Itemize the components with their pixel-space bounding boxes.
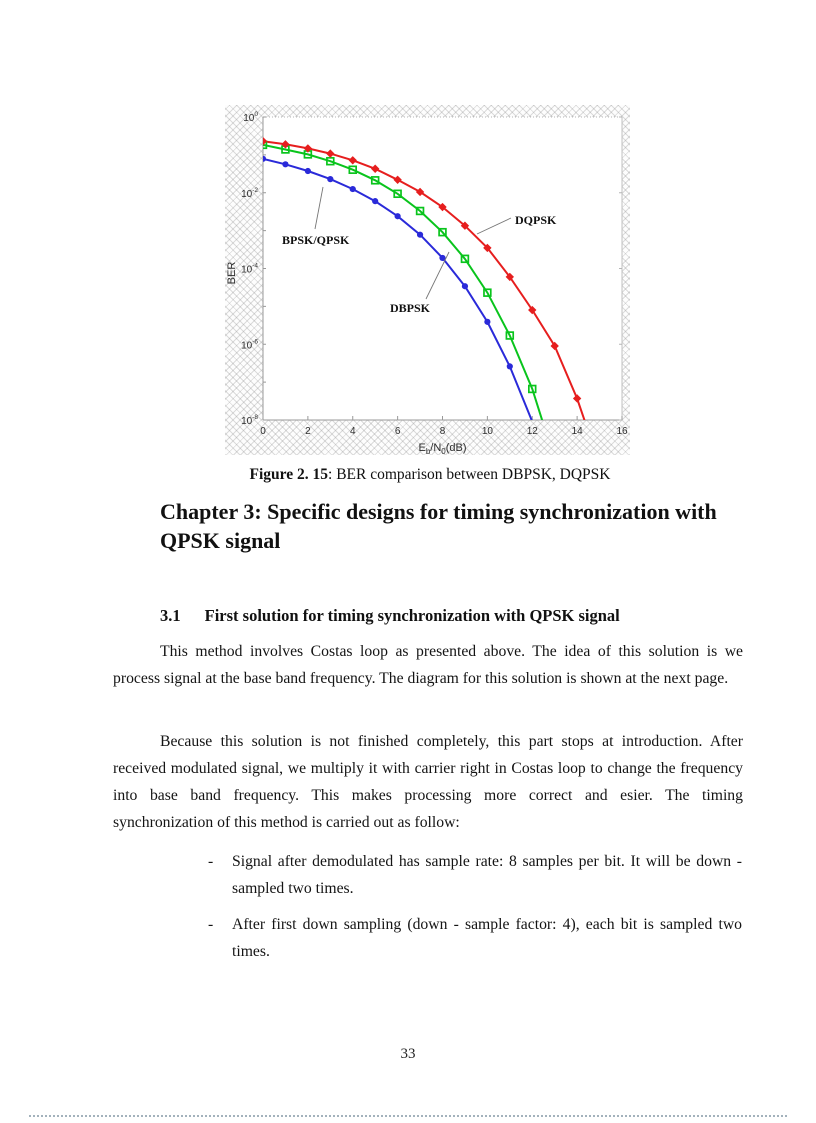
svg-text:10-2: 10-2	[241, 187, 258, 200]
figure-caption: Figure 2. 15: BER comparison between DBP…	[185, 466, 675, 484]
svg-text:4: 4	[350, 426, 356, 437]
series-markers-bpsk-qpsk	[263, 155, 513, 370]
y-ticks: 100 10-2 10-4 10-6 10-8	[241, 111, 622, 427]
annotation-leader-line	[314, 186, 324, 230]
svg-text:16: 16	[616, 426, 628, 437]
svg-text:100: 100	[243, 111, 258, 124]
svg-text:2: 2	[305, 426, 311, 437]
svg-text:12: 12	[527, 426, 539, 437]
svg-text:10: 10	[482, 426, 494, 437]
svg-text:10-6: 10-6	[241, 338, 258, 351]
svg-text:0: 0	[260, 426, 266, 437]
x-axis-label: Eb/N0(dB)	[418, 442, 466, 455]
section-number: 3.1	[160, 606, 181, 625]
svg-text:14: 14	[572, 426, 584, 437]
svg-text:6: 6	[395, 426, 401, 437]
paragraph-2: Because this solution is not finished co…	[113, 733, 743, 831]
list-item: - After first down sampling (down - samp…	[208, 911, 742, 965]
ber-chart-svg: 0 2 4 6 8 10 12 14 16 100 10-2 10-4 10-6 10-8 BER Eb/N0…	[226, 111, 628, 455]
annotation-dqpsk: DQPSK	[515, 213, 557, 227]
y-axis-label: BER	[226, 262, 238, 285]
bullet-dash: -	[208, 853, 214, 870]
ber-chart: 0 2 4 6 8 10 12 14 16 100 10-2 10-4 10-6 10-8 BER Eb/N0…	[225, 105, 630, 455]
bullet-dash: -	[208, 916, 214, 933]
page-number: 33	[400, 1046, 416, 1062]
svg-text:10-8: 10-8	[241, 414, 258, 427]
series-line-dqpsk	[263, 140, 586, 420]
plot-area	[263, 117, 622, 420]
chapter-heading: Chapter 3: Specific designs for timing s…	[160, 499, 717, 553]
series-markers-dqpsk	[263, 136, 582, 403]
annotation-leader-line	[425, 251, 450, 300]
page-bottom-border	[29, 1115, 787, 1117]
section-heading: 3.1 First solution for timing synchroniza…	[160, 606, 760, 626]
section-title: First solution for timing synchronizatio…	[204, 606, 620, 625]
bullet-text: Signal after demodulated has sample rate…	[232, 853, 742, 897]
paragraph-1: This method involves Costas loop as pres…	[113, 643, 743, 687]
figure-caption-label: Figure 2. 15	[249, 466, 329, 483]
svg-text:10-4: 10-4	[241, 263, 258, 276]
bullet-text: After first down sampling (down - sample…	[232, 916, 742, 960]
bullet-list: - Signal after demodulated has sample ra…	[208, 848, 742, 974]
svg-text:8: 8	[440, 426, 446, 437]
figure-caption-text: : BER comparison between DBPSK, DQPSK	[328, 466, 611, 483]
series-markers-dbpsk	[263, 140, 537, 394]
ber-chart-figure: 0 2 4 6 8 10 12 14 16 100 10-2 10-4 10-6 10-8 BER Eb/N0…	[225, 105, 630, 455]
annotation-dbpsk: DBPSK	[390, 301, 431, 315]
list-item: - Signal after demodulated has sample ra…	[208, 848, 742, 902]
annotation-bpsk-qpsk: BPSK/QPSK	[282, 233, 350, 247]
annotation-leader-line	[476, 217, 512, 235]
